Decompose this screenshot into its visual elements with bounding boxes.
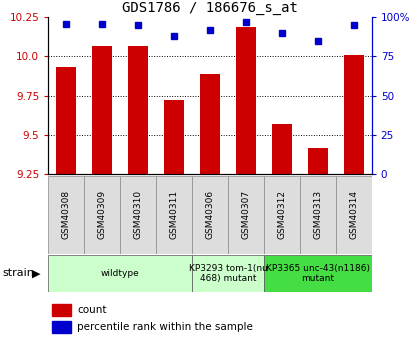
Bar bbox=[264, 176, 300, 254]
Bar bbox=[192, 176, 228, 254]
Bar bbox=[336, 176, 372, 254]
Bar bbox=[192, 255, 264, 292]
Bar bbox=[120, 176, 156, 254]
Bar bbox=[52, 304, 71, 316]
Bar bbox=[48, 255, 192, 292]
Bar bbox=[156, 176, 192, 254]
Bar bbox=[92, 46, 112, 174]
Text: strain: strain bbox=[2, 268, 34, 278]
Bar bbox=[56, 68, 76, 174]
Bar bbox=[48, 176, 84, 254]
Text: GSM40312: GSM40312 bbox=[277, 190, 286, 239]
Text: KP3293 tom-1(nu
468) mutant: KP3293 tom-1(nu 468) mutant bbox=[189, 264, 268, 283]
Bar bbox=[236, 27, 256, 174]
Bar bbox=[344, 55, 364, 174]
Bar bbox=[128, 46, 148, 174]
Text: GSM40314: GSM40314 bbox=[349, 190, 358, 239]
Bar bbox=[272, 124, 292, 174]
Bar bbox=[228, 176, 264, 254]
Text: percentile rank within the sample: percentile rank within the sample bbox=[77, 322, 253, 332]
Bar bbox=[264, 255, 372, 292]
Bar bbox=[308, 148, 328, 174]
Text: GSM40310: GSM40310 bbox=[134, 190, 143, 239]
Bar bbox=[164, 100, 184, 174]
Bar bbox=[200, 74, 220, 174]
Text: GSM40309: GSM40309 bbox=[98, 190, 107, 239]
Text: ▶: ▶ bbox=[32, 268, 40, 278]
Text: GSM40306: GSM40306 bbox=[205, 190, 215, 239]
Text: wildtype: wildtype bbox=[101, 269, 139, 278]
Bar bbox=[84, 176, 120, 254]
Bar bbox=[300, 176, 336, 254]
Text: count: count bbox=[77, 305, 107, 315]
Text: GSM40308: GSM40308 bbox=[62, 190, 71, 239]
Text: KP3365 unc-43(n1186)
mutant: KP3365 unc-43(n1186) mutant bbox=[266, 264, 370, 283]
Title: GDS1786 / 186676_s_at: GDS1786 / 186676_s_at bbox=[122, 1, 298, 15]
Bar bbox=[52, 321, 71, 333]
Text: GSM40307: GSM40307 bbox=[241, 190, 250, 239]
Text: GSM40311: GSM40311 bbox=[170, 190, 178, 239]
Text: GSM40313: GSM40313 bbox=[313, 190, 322, 239]
